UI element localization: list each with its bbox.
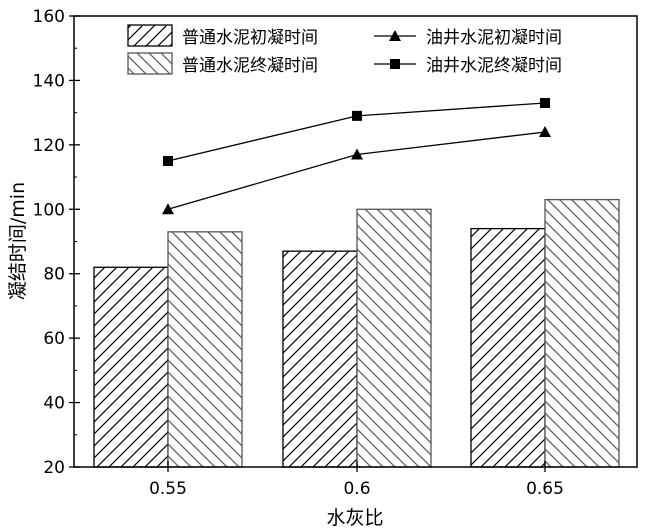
legend-label: 油井水泥终凝时间 bbox=[426, 56, 562, 76]
data-point-square bbox=[163, 155, 173, 166]
data-point-triangle bbox=[351, 148, 363, 160]
y-axis-label: 凝结时间/min bbox=[7, 182, 29, 300]
bar-initial-setting bbox=[93, 266, 169, 468]
bar-layer bbox=[93, 198, 620, 468]
y-tick-label: 60 bbox=[43, 329, 65, 349]
y-tick-label: 100 bbox=[33, 200, 65, 220]
series-line-oilwell-initial bbox=[167, 131, 546, 210]
bar-initial-setting bbox=[470, 227, 546, 468]
legend-swatch-bar bbox=[127, 52, 173, 75]
x-axis: 0.55 0.6 0.65 bbox=[149, 461, 564, 499]
y-tick-label: 120 bbox=[33, 136, 65, 156]
data-point-square bbox=[540, 97, 550, 108]
y-tick-label: 20 bbox=[43, 458, 65, 478]
bar-initial-setting bbox=[282, 250, 358, 468]
bar-final-setting bbox=[356, 208, 432, 468]
bar-final-setting bbox=[167, 231, 243, 468]
bar-final-setting bbox=[544, 198, 620, 468]
data-point-square bbox=[352, 110, 362, 121]
legend-label: 普通水泥终凝时间 bbox=[182, 56, 318, 76]
data-point-triangle bbox=[539, 125, 551, 137]
y-tick-label: 140 bbox=[33, 71, 65, 91]
x-tick-label: 0.6 bbox=[343, 479, 370, 499]
data-point-triangle bbox=[162, 203, 174, 215]
y-tick-label: 80 bbox=[43, 265, 65, 285]
x-axis-label: 水灰比 bbox=[326, 507, 383, 529]
line-layer bbox=[162, 97, 551, 215]
x-tick-label: 0.65 bbox=[526, 479, 564, 499]
y-tick-label: 160 bbox=[33, 7, 65, 27]
legend-marker-triangle bbox=[389, 30, 401, 41]
y-tick-label: 40 bbox=[43, 394, 65, 414]
legend-marker-square bbox=[390, 59, 400, 69]
legend-swatch-bar bbox=[127, 24, 173, 47]
legend-label: 普通水泥初凝时间 bbox=[182, 28, 318, 48]
x-tick-label: 0.55 bbox=[149, 479, 187, 499]
legend-label: 油井水泥初凝时间 bbox=[426, 28, 562, 48]
y-axis: 20 40 60 80 100 120 140 160 bbox=[33, 7, 80, 478]
